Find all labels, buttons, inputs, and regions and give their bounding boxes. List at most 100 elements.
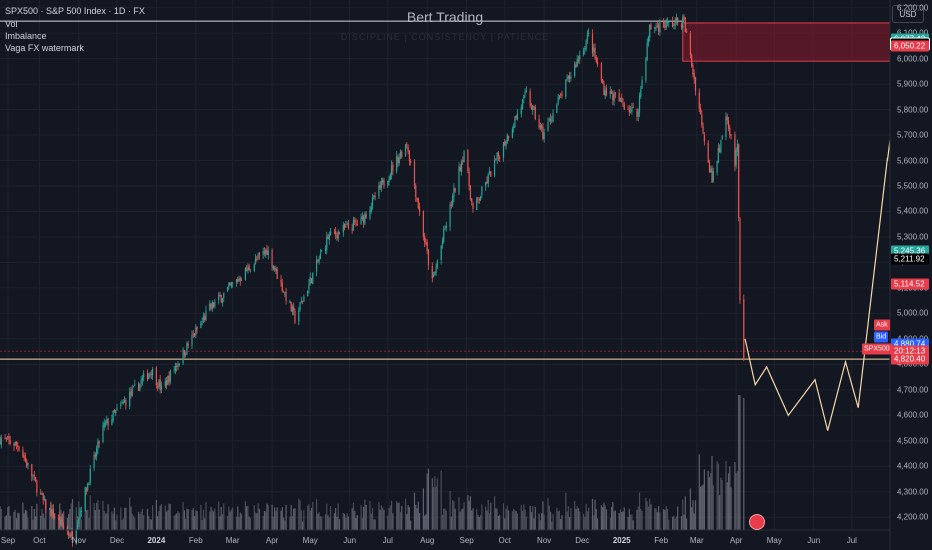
candle-body — [413, 161, 416, 186]
indicator-watermark[interactable]: Vaga FX watermark — [5, 43, 84, 53]
volume-bar — [229, 511, 231, 530]
candle-body — [351, 228, 353, 231]
indicator-vol[interactable]: Vol — [5, 19, 18, 29]
candle-body — [379, 185, 381, 189]
volume-bar — [485, 506, 487, 530]
candle-body — [284, 292, 286, 293]
volume-marker-icon[interactable] — [749, 514, 765, 530]
candle-body — [187, 343, 189, 346]
candle-body — [182, 349, 184, 364]
candle-body — [738, 144, 740, 218]
volume-bar — [247, 505, 249, 530]
volume-bar — [380, 505, 383, 530]
volume-bar — [373, 519, 375, 530]
volume-bar — [87, 509, 89, 530]
candle-body — [246, 269, 248, 272]
candle-body — [487, 174, 489, 184]
volume-bar — [560, 519, 562, 530]
price-tag: 4,880.74 — [891, 338, 929, 350]
candle-body — [725, 116, 727, 138]
x-tick-label: 2025 — [612, 536, 631, 545]
candle-body — [668, 21, 670, 23]
x-tick-label: Jul — [846, 536, 857, 545]
candle-body — [422, 211, 424, 237]
symbol-tag: SPX500 — [862, 343, 892, 355]
candle-body — [622, 103, 624, 105]
volume-bar — [31, 505, 33, 530]
volume-bar — [69, 508, 71, 530]
volume-bar — [294, 508, 296, 530]
volume-bar — [137, 511, 140, 530]
candle-body — [321, 250, 323, 252]
volume-bar — [355, 517, 357, 530]
x-tick-label: Dec — [575, 536, 590, 545]
volume-bar — [309, 510, 311, 530]
volume-bar — [285, 505, 287, 530]
volume-bar — [454, 508, 456, 530]
indicator-imbalance[interactable]: Imbalance — [5, 31, 47, 41]
candle-body — [610, 91, 613, 94]
candle-body — [557, 98, 559, 104]
candle-body — [275, 267, 277, 272]
volume-bar — [410, 520, 412, 530]
volume-bar — [211, 510, 213, 530]
currency-button[interactable]: USD — [892, 5, 924, 23]
volume-bar — [458, 497, 460, 530]
volume-bar — [54, 513, 56, 530]
volume-bar — [663, 508, 665, 530]
candle-body — [453, 187, 455, 198]
symbol-title[interactable]: SPX500 · S&P 500 Index · 1D · FX — [5, 6, 145, 16]
volume-bar — [469, 496, 472, 530]
candle-body — [302, 300, 304, 302]
volume-bar — [655, 508, 657, 530]
candle-body — [169, 370, 171, 382]
volume-bar — [593, 515, 595, 530]
candle-body — [530, 106, 533, 110]
volume-bar — [453, 501, 455, 530]
candle-body — [664, 25, 666, 28]
candle-body — [579, 55, 581, 60]
volume-bar — [486, 510, 488, 530]
candle-body — [539, 125, 541, 129]
candle-body — [647, 37, 650, 43]
candle-body — [431, 266, 433, 279]
volume-bar — [630, 514, 632, 530]
x-tick-label: Jul — [382, 536, 393, 545]
candle-body — [192, 334, 194, 336]
candle-body — [141, 377, 143, 381]
candle-body — [346, 224, 348, 225]
volume-bar — [622, 511, 624, 530]
grid-lines — [0, 0, 890, 530]
candle-body — [585, 40, 587, 50]
candle-body — [417, 198, 419, 209]
candlesticks — [0, 13, 745, 547]
volume-bar — [716, 461, 718, 530]
candle-body — [211, 301, 213, 309]
volume-bar — [417, 501, 419, 530]
volume-bar — [209, 511, 211, 530]
volume-bar — [182, 502, 184, 530]
candle-body — [258, 253, 260, 255]
volume-bar — [290, 504, 292, 530]
candle-body — [640, 88, 642, 97]
volume-bar — [478, 517, 480, 530]
volume-bar — [41, 508, 43, 530]
candle-body — [398, 157, 400, 164]
candle-body — [444, 229, 446, 230]
volume-bar — [495, 508, 497, 530]
candle-body — [441, 240, 444, 245]
volume-bar — [164, 505, 166, 530]
projection-zigzag — [744, 140, 891, 431]
volume-bar — [683, 514, 685, 530]
candle-body — [665, 21, 667, 28]
volume-bar — [547, 498, 549, 530]
candle-body — [317, 259, 319, 262]
volume-bar — [558, 510, 561, 530]
candle-body — [174, 366, 177, 371]
x-tick-label: Apr — [265, 536, 279, 545]
volume-bar — [684, 496, 686, 530]
candle-body — [736, 143, 739, 152]
volume-bar — [711, 455, 713, 530]
candle-body — [658, 25, 660, 32]
